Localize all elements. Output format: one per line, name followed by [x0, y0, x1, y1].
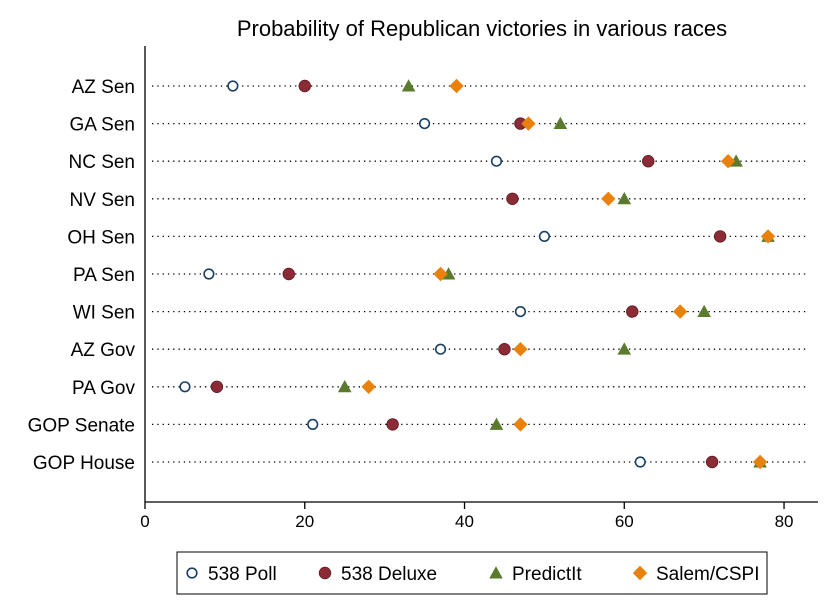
x-tick-label: 40 [455, 512, 474, 531]
538-poll-point-az-sen [227, 80, 239, 92]
legend-label-538-poll: 538 Poll [208, 564, 277, 585]
salem-cspi-point-ga-sen [521, 116, 536, 131]
row-label-az-gov: AZ Gov [71, 340, 136, 361]
row-label-nc-sen: NC Sen [68, 152, 135, 173]
salem-cspi-point-az-sen [449, 78, 464, 94]
predictit-point-gop-senate [489, 417, 504, 430]
538-poll-point-gop-house [634, 456, 646, 468]
predictit-point-az-sen [401, 79, 416, 92]
538-poll-point-az-gov [434, 343, 447, 355]
salem-cspi-point-pa-gov [361, 379, 376, 394]
legend-label-538-deluxe: 538 Deluxe [341, 564, 437, 585]
538-deluxe-point-az-sen [298, 79, 311, 93]
salem-cspi-point-nv-sen [601, 191, 616, 206]
salem-cspi-point-wi-sen [672, 304, 688, 319]
series-salem-cspi [361, 78, 776, 470]
538-poll-point-ga-sen [418, 117, 431, 130]
chart-title: Probability of Republican victories in v… [237, 16, 727, 41]
row-label-gop-senate: GOP Senate [28, 415, 135, 436]
predictit-point-pa-gov [337, 380, 352, 393]
x-tick-label: 60 [615, 512, 634, 531]
legend-marker-538-poll [186, 567, 198, 579]
row-label-gop-house: GOP House [33, 453, 135, 474]
legend: 538 Poll 538 Deluxe PredictIt Salem/CSPI [176, 551, 768, 595]
legend-label-predictit: PredictIt [512, 564, 582, 585]
538-deluxe-point-gop-house [705, 455, 719, 469]
row-groups: AZ Sen GA Sen NC Sen NV Sen OH Sen PA Sen WI S… [28, 77, 808, 474]
predictit-point-ga-sen [553, 116, 568, 130]
row-label-pa-gov: PA Gov [72, 378, 136, 399]
row-label-ga-sen: GA Sen [70, 115, 136, 136]
538-deluxe-point-pa-sen [282, 267, 295, 281]
salem-cspi-point-gop-senate [513, 417, 528, 432]
salem-cspi-point-gop-house [752, 454, 768, 470]
row-label-oh-sen: OH Sen [67, 227, 135, 248]
x-tick-label: 20 [295, 512, 314, 531]
data-marks [179, 78, 776, 470]
predictit-point-az-gov [617, 342, 632, 355]
538-poll-point-pa-sen [203, 268, 215, 280]
legend-box [176, 551, 768, 595]
salem-cspi-point-oh-sen [760, 229, 776, 244]
538-poll-point-pa-gov [179, 381, 191, 393]
salem-cspi-point-nc-sen [720, 154, 736, 169]
legend-marker-salem-cspi [632, 565, 648, 581]
538-deluxe-point-wi-sen [626, 305, 639, 318]
row-label-pa-sen: PA Sen [73, 265, 135, 286]
legend-marker-538-deluxe [318, 566, 332, 580]
538-deluxe-point-pa-gov [210, 380, 224, 394]
series-predictit [337, 79, 775, 468]
538-deluxe-point-gop-senate [386, 418, 399, 431]
salem-cspi-point-az-gov [513, 342, 528, 357]
538-deluxe-point-az-gov [498, 343, 511, 356]
538-poll-point-wi-sen [514, 306, 527, 318]
series-538-deluxe [210, 79, 727, 469]
538-poll-point-nc-sen [490, 155, 503, 167]
salem-cspi-point-pa-sen [433, 266, 448, 282]
predictit-point-wi-sen [697, 304, 711, 318]
x-tick-label: 80 [775, 512, 794, 531]
538-poll-point-oh-sen [538, 230, 550, 242]
row-label-az-sen: AZ Sen [72, 77, 135, 98]
538-deluxe-point-nc-sen [642, 154, 655, 168]
538-poll-point-gop-senate [307, 418, 319, 431]
axes: 0 20 40 60 80 [140, 46, 818, 531]
x-tick-label: 0 [140, 512, 149, 531]
row-label-wi-sen: WI Sen [73, 303, 135, 324]
legend-marker-predictit [489, 566, 503, 579]
538-deluxe-point-oh-sen [713, 230, 727, 243]
538-deluxe-point-nv-sen [506, 192, 519, 206]
row-label-nv-sen: NV Sen [70, 190, 135, 211]
predictit-point-nv-sen [617, 192, 632, 205]
legend-label-salem-cspi: Salem/CSPI [656, 564, 759, 585]
